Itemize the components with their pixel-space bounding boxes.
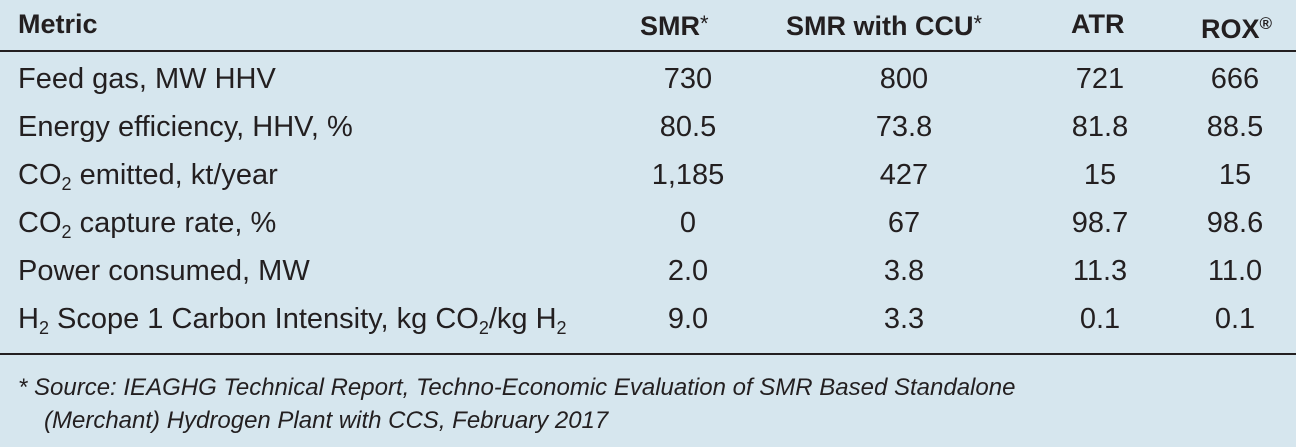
cell-rox: 88.5 [1206,111,1264,143]
cell-atr: 81.8 [1071,111,1129,143]
header-rox-registered-mark: ® [1259,14,1273,33]
cell-smr: 0 [679,207,697,239]
cell-rox: 98.6 [1206,207,1264,239]
footer-divider [0,353,1296,355]
table-header: Metric SMR* SMR with CCU* ATR ROX® [0,0,1296,52]
cell-smr-ccu: 73.8 [875,111,933,143]
row-label-subscript: 2 [61,174,72,194]
header-smr-footnote-mark: * [700,11,709,36]
row-label-part: capture rate, % [71,207,277,239]
header-metric: Metric [18,9,98,39]
cell-atr: 98.7 [1071,207,1129,239]
row-label-subscript: 2 [38,318,49,338]
row-label-part: CO [18,207,62,239]
cell-rox: 0.1 [1214,303,1256,335]
row-label: Energy efficiency, HHV, % [18,111,353,143]
cell-smr: 730 [663,63,713,95]
row-label-part: H [18,303,39,335]
header-rox-label: ROX [1201,14,1260,44]
header-smr-ccu-label: SMR with CCU [786,11,974,41]
row-label-part: /kg H [488,303,557,335]
cell-rox: 666 [1210,63,1260,95]
cell-atr: 0.1 [1079,303,1121,335]
header-rox: ROX® [1201,7,1272,46]
row-label-part: emitted, kt/year [71,159,278,191]
cell-smr-ccu: 67 [887,207,921,239]
cell-smr: 1,185 [651,159,725,191]
footnote-line-1: * Source: IEAGHG Technical Report, Techn… [18,374,1016,401]
cell-rox: 15 [1218,159,1252,191]
cell-smr: 80.5 [659,111,717,143]
table-row: CO2 emitted, kt/year 1,185 427 15 15 [0,158,1296,206]
cell-smr-ccu: 3.8 [883,255,925,287]
footnote-line-2: (Merchant) Hydrogen Plant with CCS, Febr… [44,407,609,434]
row-label: CO2 emitted, kt/year [18,158,278,194]
row-label-part: CO [18,159,62,191]
row-label-subscript: 2 [478,318,489,338]
table-row: Energy efficiency, HHV, % 80.5 73.8 81.8… [0,110,1296,158]
row-label: Power consumed, MW [18,255,310,287]
table-row: CO2 capture rate, % 0 67 98.7 98.6 [0,206,1296,254]
row-label: CO2 capture rate, % [18,206,277,242]
cell-atr: 11.3 [1072,255,1128,287]
cell-smr: 2.0 [667,255,709,287]
cell-smr-ccu: 3.3 [883,303,925,335]
header-smr-ccu-footnote-mark: * [973,11,983,36]
table-row: Feed gas, MW HHV 730 800 721 666 [0,62,1296,110]
row-label-subscript: 2 [61,222,72,242]
table-row: H2 Scope 1 Carbon Intensity, kg CO2/kg H… [0,302,1296,350]
cell-smr-ccu: 800 [879,63,929,95]
cell-atr: 721 [1075,63,1125,95]
header-smr-ccu: SMR with CCU* [786,7,982,43]
cell-smr: 9.0 [667,303,709,335]
row-label: H2 Scope 1 Carbon Intensity, kg CO2/kg H… [18,302,567,338]
table-row: Power consumed, MW 2.0 3.8 11.3 11.0 [0,254,1296,302]
header-atr: ATR [1071,9,1125,39]
header-smr-label: SMR [640,11,700,41]
header-smr: SMR* [640,7,709,43]
cell-rox: 11.0 [1207,255,1263,287]
row-label-subscript: 2 [556,318,567,338]
cell-atr: 15 [1083,159,1117,191]
source-footnote: * Source: IEAGHG Technical Report, Techn… [18,371,1278,437]
row-label: Feed gas, MW HHV [18,63,276,95]
cell-smr-ccu: 427 [879,159,929,191]
row-label-part: Scope 1 Carbon Intensity, kg CO [48,303,479,335]
header-divider [0,50,1296,52]
